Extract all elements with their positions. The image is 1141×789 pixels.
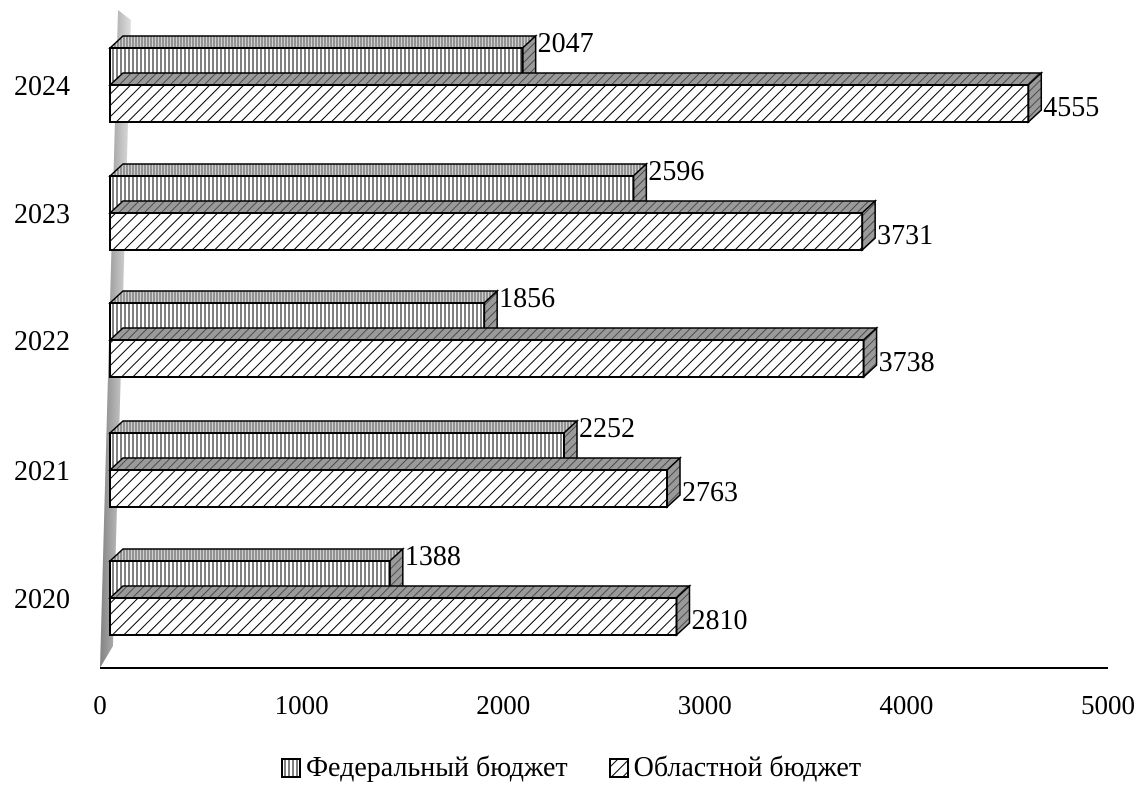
legend-label-regional: Областной бюджет xyxy=(633,752,862,783)
x-tick-label: 0 xyxy=(93,690,107,720)
legend: Федеральный бюджет Областной бюджет xyxy=(0,748,1141,788)
data-label: 2763 xyxy=(682,477,738,508)
data-label: 2047 xyxy=(538,28,594,59)
bar-diagonal-lines-2022 xyxy=(108,326,879,379)
data-labels-group: 1388 2810 2252 2763 1856 3738 2596 3731 2047 4555 xyxy=(405,28,1099,636)
data-label: 2810 xyxy=(691,605,747,636)
data-label: 3738 xyxy=(879,347,935,378)
bar-vertical-lines-2024 xyxy=(108,34,538,87)
x-tick-label: 2000 xyxy=(476,690,530,720)
y-category-label: 2024 xyxy=(14,71,70,102)
legend-item-federal: Федеральный бюджет xyxy=(280,752,568,784)
x-tick-label: 1000 xyxy=(275,690,329,720)
data-label: 4555 xyxy=(1043,92,1099,123)
x-tick-label: 5000 xyxy=(1081,690,1135,720)
bar-diagonal-lines-2023 xyxy=(108,199,878,252)
bar-diagonal-lines-2020 xyxy=(108,584,692,637)
y-category-label: 2021 xyxy=(14,456,70,487)
bars-group xyxy=(108,34,1044,637)
y-category-label: 2020 xyxy=(14,584,70,615)
bar-diagonal-lines-2021 xyxy=(108,456,682,509)
diagonal-lines-swatch-icon xyxy=(608,758,629,778)
x-axis: 0 1000 2000 3000 4000 5000 2020 2021 2022 2023 202… xyxy=(14,71,1135,720)
legend-item-regional: Областной бюджет xyxy=(608,752,861,784)
y-category-label: 2023 xyxy=(14,199,70,230)
data-label: 1856 xyxy=(499,283,555,314)
x-tick-label: 4000 xyxy=(879,690,933,720)
legend-label-federal: Федеральный бюджет xyxy=(305,752,568,783)
data-label: 2252 xyxy=(579,413,635,444)
data-label: 2596 xyxy=(648,156,704,187)
y-category-label: 2022 xyxy=(14,326,70,357)
data-label: 3731 xyxy=(877,220,933,251)
vertical-lines-swatch-icon xyxy=(280,758,301,778)
data-label: 1388 xyxy=(405,541,461,572)
bar-chart: 0 1000 2000 3000 4000 5000 2020 2021 2022 2023 202… xyxy=(14,10,1135,720)
x-tick-label: 3000 xyxy=(678,690,732,720)
bar-diagonal-lines-2024 xyxy=(108,71,1044,124)
